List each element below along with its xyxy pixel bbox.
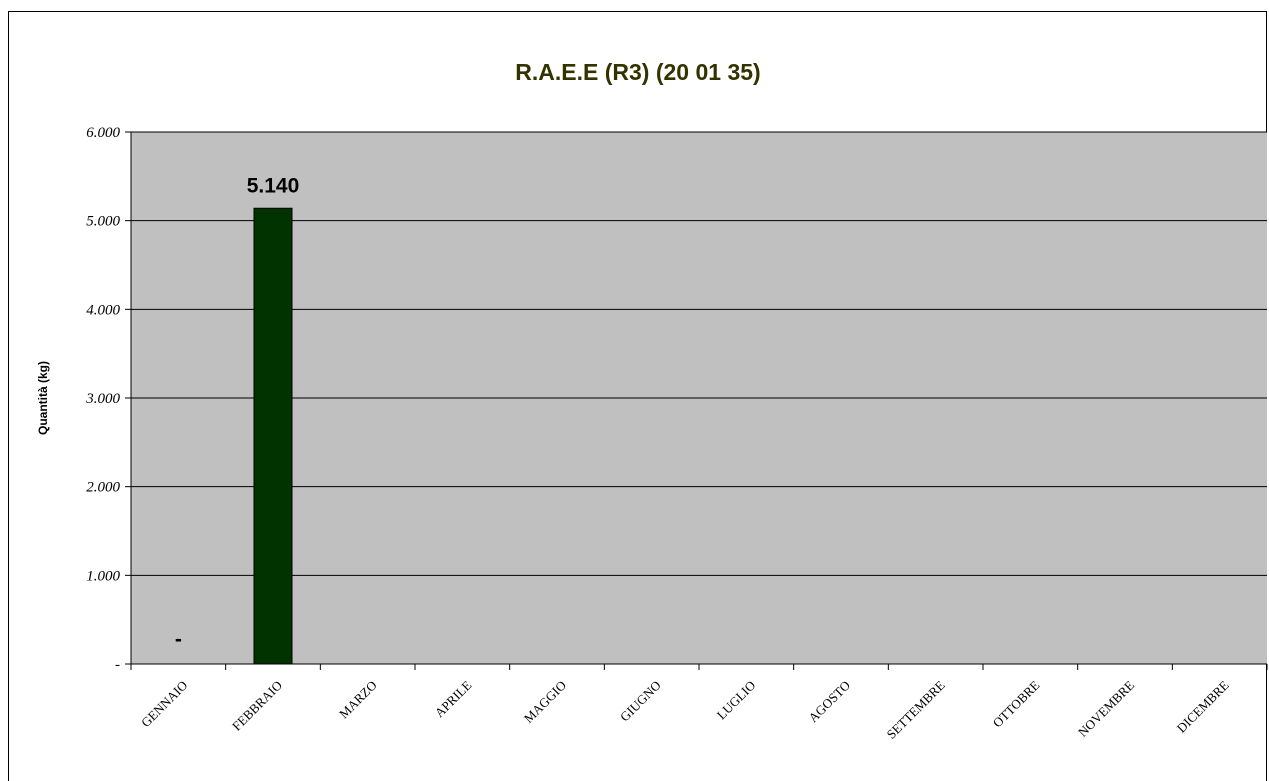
gridlines (131, 131, 1267, 576)
x-tick-label-marzo: MARZO (336, 678, 380, 722)
x-tick-label-giugno: GIUGNO (617, 678, 664, 725)
bars (253, 207, 293, 665)
y-tick-label: 1.000 (86, 568, 120, 584)
bar-febbraio (253, 207, 293, 665)
x-tick-label-luglio: LUGLIO (714, 678, 759, 723)
x-tick-label-febbraio: FEBBRAIO (229, 678, 285, 734)
y-tick-label: 5.000 (86, 214, 120, 230)
y-tick-label: 4.000 (86, 302, 120, 318)
y-tick-label: 6.000 (86, 125, 120, 141)
y-axis-label: Quantità (kg) (36, 361, 50, 435)
x-ticks: GENNAIO FEBBRAIO MARZO APRILE MAGGIO GIUGNO LU… (130, 664, 1268, 742)
x-tick-label-ottobre: OTTOBRE (990, 677, 1043, 730)
data-label-gennaio: - (175, 628, 182, 651)
x-tick-label-novembre: NOVEMBRE (1075, 677, 1137, 739)
data-label-febbraio: 5.140 (247, 174, 300, 197)
y-tick-label: 2.000 (86, 480, 120, 496)
x-tick-label-dicembre: DICEMBRE (1174, 677, 1232, 735)
y-tick-label: - (115, 657, 120, 673)
y-ticks: - 1.000 2.000 3.000 4.000 5.000 6.000 (85, 125, 131, 673)
y-tick-label: 3.000 (85, 391, 120, 407)
x-tick-label-gennaio: GENNAIO (138, 678, 190, 730)
x-tick-label-aprile: APRILE (432, 677, 475, 720)
chart-title: R.A.E.E (R3) (20 01 35) (515, 59, 760, 85)
data-labels: - 5.140 (175, 174, 299, 651)
x-tick-label-settembre: SETTEMBRE (884, 677, 948, 741)
x-tick-label-maggio: MAGGIO (521, 678, 569, 726)
x-tick-label-agosto: AGOSTO (805, 678, 853, 726)
